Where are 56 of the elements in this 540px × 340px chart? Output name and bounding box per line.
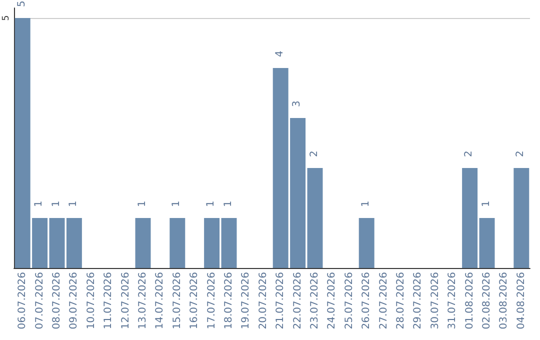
bar <box>221 218 237 268</box>
x-tick-label: 19.07.2026 <box>240 272 252 330</box>
data-label: 1 <box>34 200 45 207</box>
data-label: 3 <box>292 100 303 107</box>
x-tick-label: 03.08.2026 <box>498 272 510 330</box>
x-tick-label: 13.07.2026 <box>138 272 148 330</box>
x-tick-label: 14.07.2026 <box>154 272 166 330</box>
data-label: 1 <box>68 200 79 207</box>
bar <box>170 218 186 268</box>
data-label: 1 <box>480 200 492 207</box>
x-tick-label: 08.07.2026 <box>52 272 62 330</box>
bar <box>307 168 323 268</box>
data-label: 1 <box>50 200 62 207</box>
x-tick-label: 17.07.2026 <box>206 272 218 330</box>
x-tick-label: 22.07.2026 <box>292 272 304 330</box>
data-label: 2 <box>464 150 475 157</box>
x-tick-label: 29.07.2026 <box>412 272 424 330</box>
bar <box>479 218 495 268</box>
x-tick-label: 24.07.2026 <box>326 272 338 330</box>
x-tick-label: 16.07.2026 <box>189 272 200 330</box>
x-tick-label: 01.08.2026 <box>464 272 476 330</box>
x-tick-label: 27.07.2026 <box>378 272 390 330</box>
x-tick-label: 26.07.2026 <box>361 272 372 330</box>
x-tick-label: 02.08.2026 <box>482 272 492 330</box>
bar <box>514 168 530 268</box>
data-label: 2 <box>515 150 526 157</box>
x-tick-label: 18.07.2026 <box>224 272 234 330</box>
x-tick-label: 11.07.2026 <box>103 272 114 330</box>
x-tick-label: 09.07.2026 <box>68 272 80 330</box>
bar <box>49 218 65 268</box>
x-tick-label: 25.07.2026 <box>344 272 355 330</box>
x-tick-label: 30.07.2026 <box>430 272 441 330</box>
bar <box>462 168 478 268</box>
bar <box>135 218 151 268</box>
bar <box>66 218 82 268</box>
x-tick-label: 12.07.2026 <box>120 272 132 330</box>
x-tick-label: 23.07.2026 <box>310 272 320 330</box>
bar <box>204 218 220 268</box>
x-tick-label: 06.07.2026 <box>17 272 28 330</box>
x-tick-label: 10.07.2026 <box>86 272 97 330</box>
data-label: 1 <box>136 200 148 207</box>
x-tick-label: 15.07.2026 <box>172 272 183 330</box>
x-tick-label: 20.07.2026 <box>258 272 269 330</box>
data-label: 1 <box>222 200 234 207</box>
data-label: 1 <box>206 200 217 207</box>
data-label: 5 <box>16 0 28 7</box>
x-tick-label: 28.07.2026 <box>396 272 406 330</box>
x-tick-label: 07.07.2026 <box>34 272 46 330</box>
data-label: 1 <box>171 200 182 207</box>
x-tick-label: 21.07.2026 <box>275 272 286 330</box>
x-tick-label: 04.08.2026 <box>516 272 527 330</box>
bar <box>358 218 374 268</box>
data-label: 4 <box>274 50 286 57</box>
data-label: 2 <box>308 150 320 157</box>
data-label: 1 <box>360 200 372 207</box>
x-tick-label: 31.07.2026 <box>447 272 458 330</box>
